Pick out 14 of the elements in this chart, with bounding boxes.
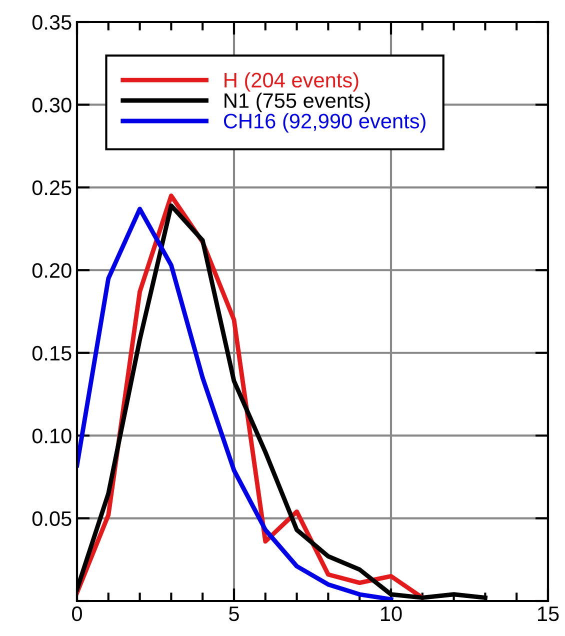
y-tick-label: 0.35 <box>32 15 72 30</box>
y-tick-label: 0.25 <box>32 180 72 196</box>
x-tick-label: 5 <box>229 606 239 622</box>
y-tick-label: 0.10 <box>32 428 72 444</box>
legend-label: CH16 (92,990 events) <box>224 113 426 133</box>
legend-label: N1 (755 events) <box>224 92 370 112</box>
x-tick-label: 15 <box>538 606 559 622</box>
x-tick-label: 0 <box>72 606 82 622</box>
y-tick-label: 0.20 <box>32 263 72 278</box>
y-tick-label: 0.05 <box>32 511 72 526</box>
legend-label: H (204 events) <box>224 72 358 92</box>
x-tick-label: 10 <box>381 606 402 622</box>
y-tick-label: 0.15 <box>32 346 72 361</box>
y-tick-label: 0.30 <box>32 98 72 112</box>
